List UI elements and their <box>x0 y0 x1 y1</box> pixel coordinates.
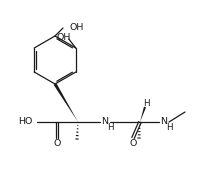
Text: N: N <box>160 118 167 127</box>
Text: O: O <box>53 139 60 148</box>
Text: N: N <box>101 118 108 127</box>
Text: H: H <box>106 123 113 132</box>
Text: OH: OH <box>56 33 71 43</box>
Polygon shape <box>139 107 145 122</box>
Polygon shape <box>53 83 78 122</box>
Text: H: H <box>142 98 149 107</box>
Text: OH: OH <box>70 22 84 31</box>
Text: HO: HO <box>19 116 33 125</box>
Text: H: H <box>165 123 172 132</box>
Text: O: O <box>129 139 136 148</box>
